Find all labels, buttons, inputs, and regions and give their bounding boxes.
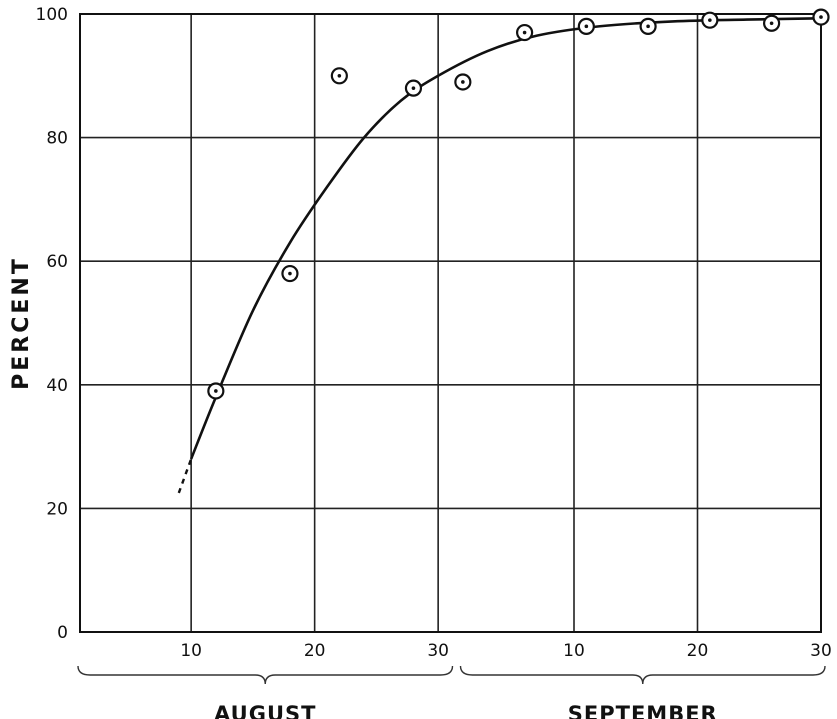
data-point-center-2 bbox=[337, 74, 342, 78]
data-point-6 bbox=[577, 17, 595, 35]
data-point-center-9 bbox=[769, 21, 774, 26]
y-tick-label-80: 80 bbox=[46, 129, 68, 149]
data-point-0 bbox=[207, 382, 225, 400]
data-point-3 bbox=[404, 79, 423, 97]
month-braces: AUGUST SEPTEMBER bbox=[77, 665, 826, 719]
plot-frame bbox=[79, 13, 822, 633]
y-tick-label-40: 40 bbox=[46, 376, 68, 396]
data-point-center-10 bbox=[819, 15, 823, 19]
x-tick-labels: 10 20 30 10 20 30 bbox=[180, 641, 831, 661]
x-tick-label-5: 30 bbox=[810, 641, 832, 661]
data-points bbox=[207, 8, 830, 400]
data-point-center-0 bbox=[214, 389, 218, 393]
data-point-center-5 bbox=[522, 30, 527, 35]
month-brace-0 bbox=[77, 665, 454, 685]
data-point-7 bbox=[639, 17, 657, 35]
y-tick-label-60: 60 bbox=[46, 252, 68, 272]
data-point-4 bbox=[454, 73, 472, 91]
data-point-center-4 bbox=[461, 80, 465, 84]
data-point-8 bbox=[701, 11, 719, 29]
month-label-0: AUGUST bbox=[214, 702, 316, 719]
y-tick-label-0: 0 bbox=[57, 623, 68, 643]
y-tick-label-100: 100 bbox=[36, 5, 68, 25]
data-point-center-3 bbox=[411, 86, 416, 90]
x-tick-label-0: 10 bbox=[180, 641, 202, 661]
month-brace-1 bbox=[459, 665, 826, 685]
fit-curve-extension bbox=[177, 458, 193, 494]
data-point-center-8 bbox=[708, 18, 712, 22]
data-point-center-7 bbox=[646, 24, 650, 29]
y-tick-label-20: 20 bbox=[46, 499, 68, 519]
data-point-5 bbox=[515, 23, 534, 42]
grid bbox=[80, 13, 822, 633]
x-tick-label-4: 20 bbox=[687, 641, 709, 661]
x-tick-label-1: 20 bbox=[304, 641, 326, 661]
data-point-center-1 bbox=[288, 271, 292, 276]
data-point-9 bbox=[762, 14, 781, 32]
x-tick-label-2: 30 bbox=[427, 641, 449, 661]
data-point-center-6 bbox=[584, 24, 589, 29]
data-point-1 bbox=[281, 264, 299, 283]
y-axis-label: PERCENT bbox=[9, 256, 34, 390]
x-tick-label-3: 10 bbox=[563, 641, 585, 661]
data-point-10 bbox=[812, 8, 830, 26]
data-point-2 bbox=[330, 67, 348, 85]
fit-curve-group bbox=[177, 17, 822, 494]
fit-curve bbox=[189, 17, 822, 460]
month-label-1: SEPTEMBER bbox=[568, 702, 718, 719]
y-tick-labels: 0 20 40 60 80 100 bbox=[36, 5, 68, 643]
